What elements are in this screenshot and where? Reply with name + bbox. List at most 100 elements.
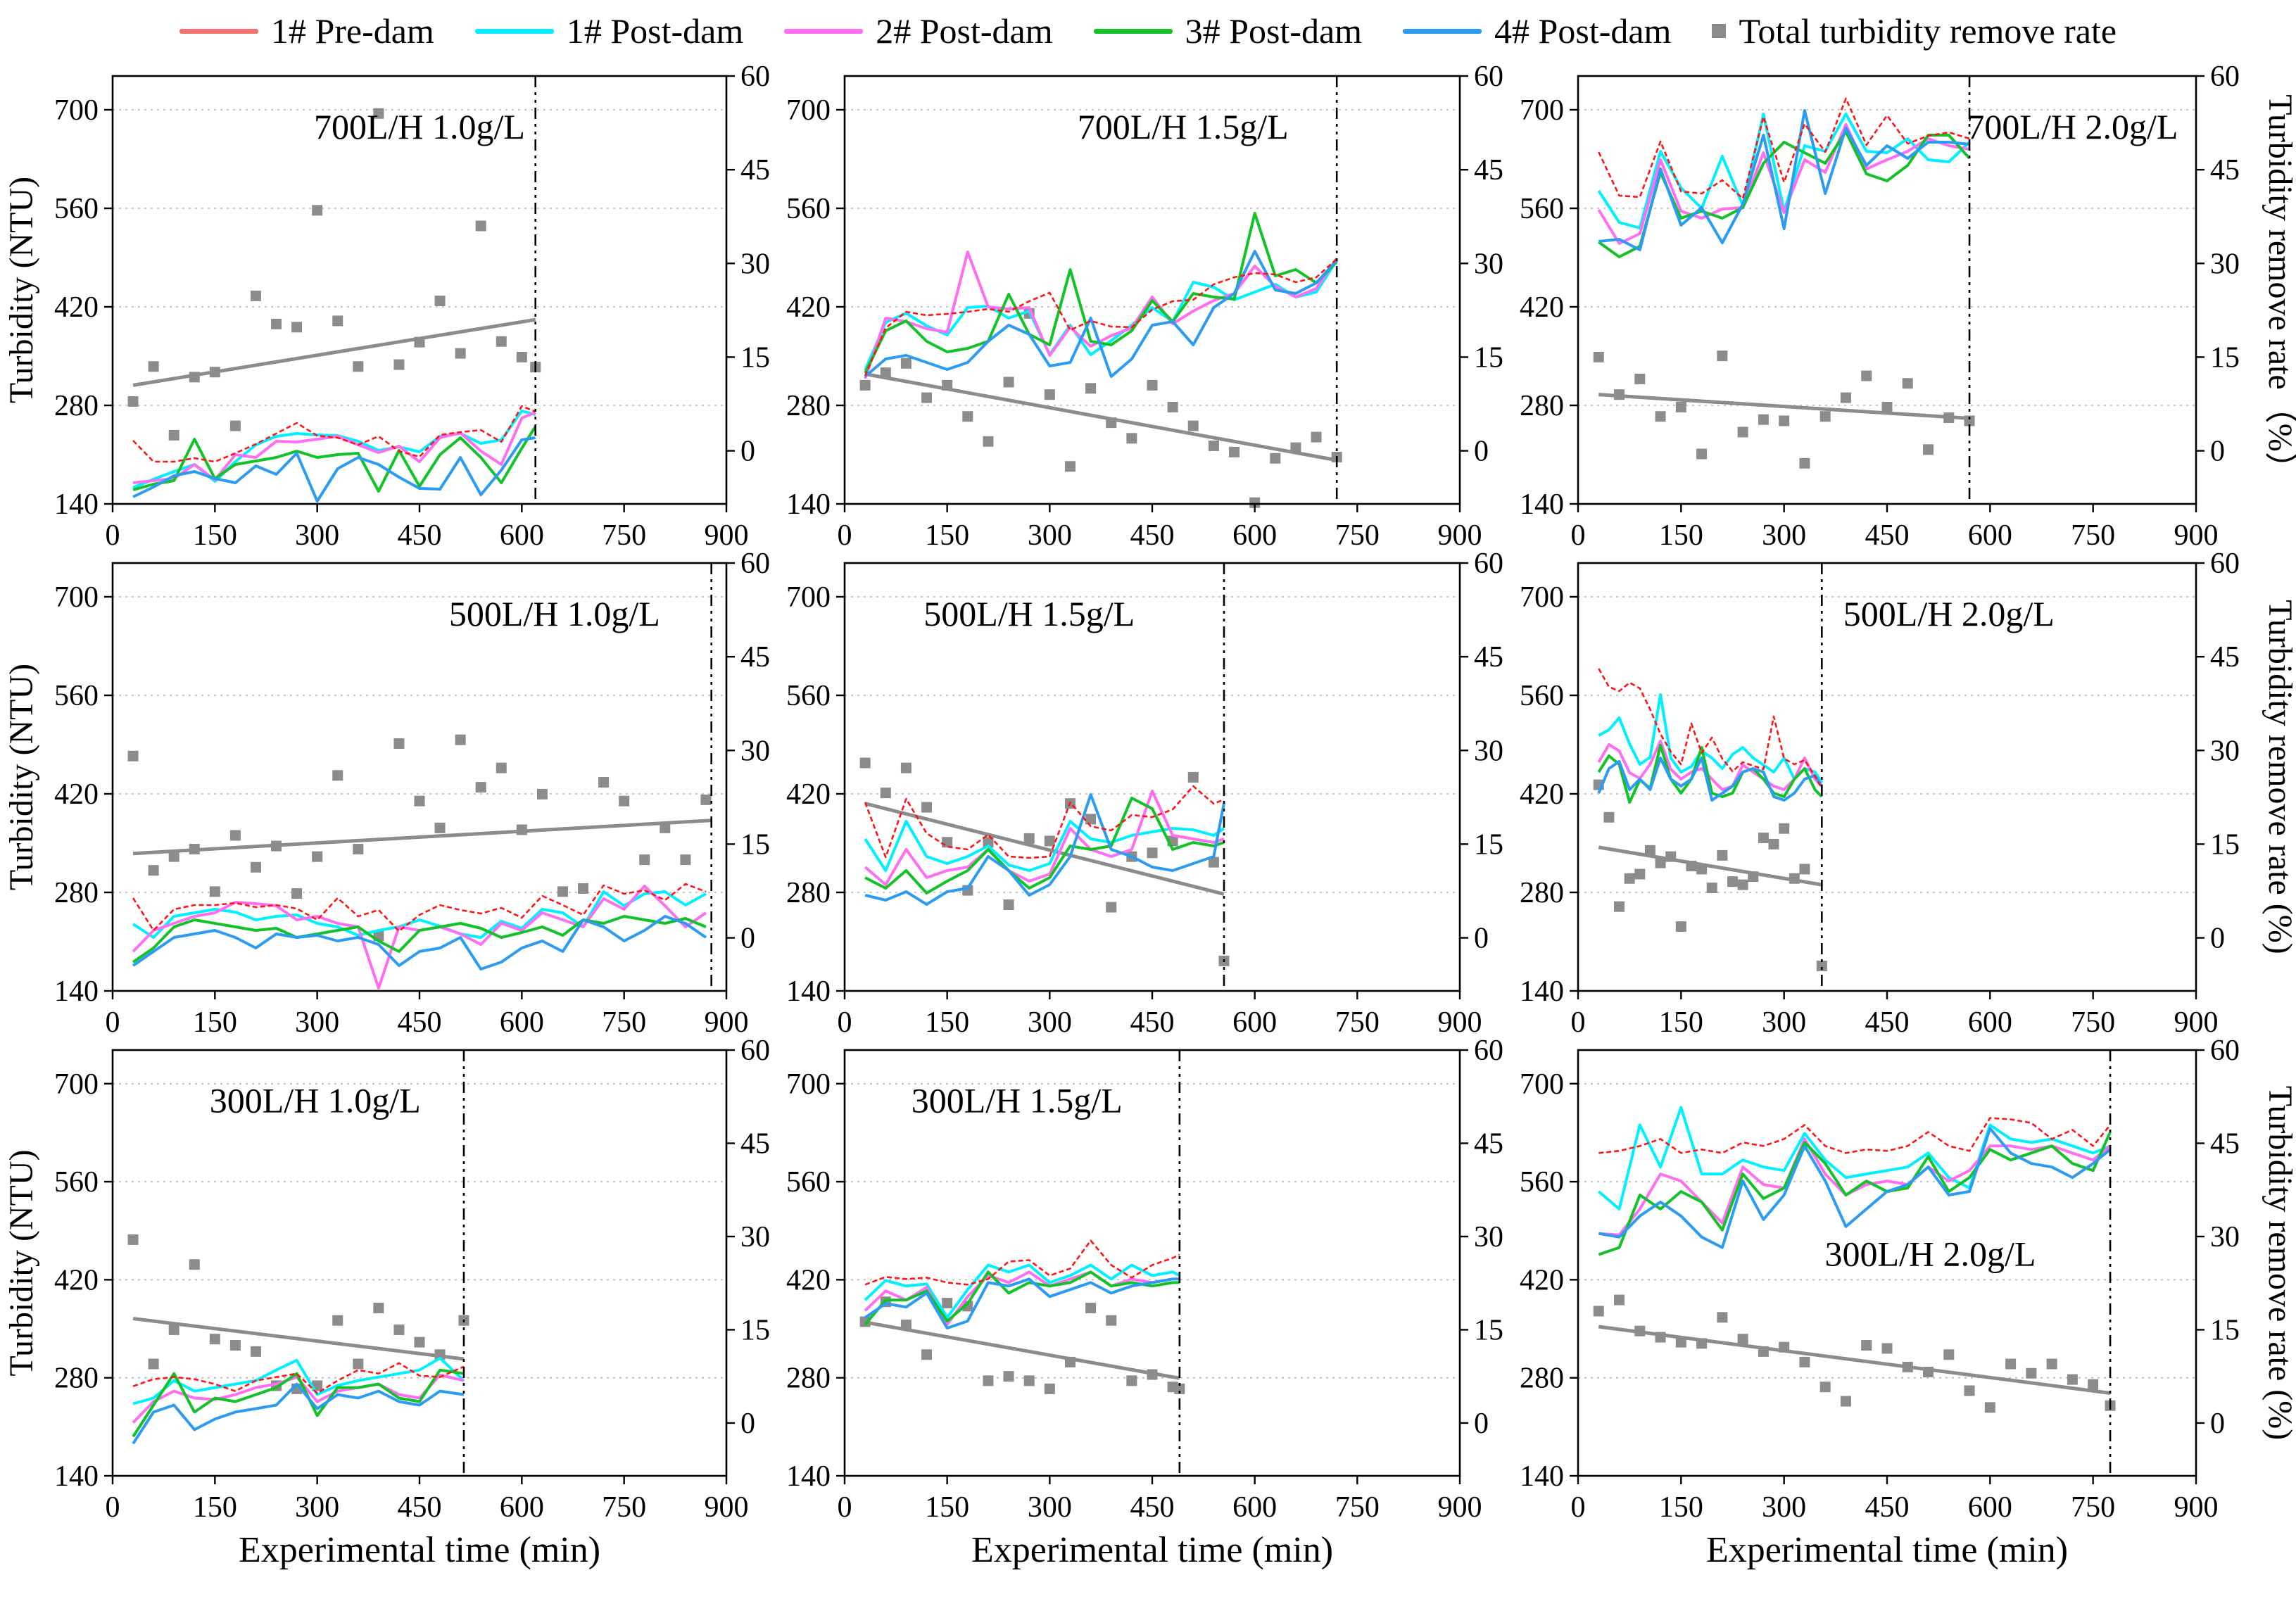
scatter-point xyxy=(516,351,527,362)
right-tick-label: 45 xyxy=(2210,1127,2240,1160)
scatter-point xyxy=(414,336,425,348)
x-tick-label: 300 xyxy=(295,1491,339,1524)
series-line-4-post-dam xyxy=(132,915,707,971)
series-line-1-pre-dam xyxy=(1598,1117,2112,1154)
left-tick-label: 140 xyxy=(54,975,99,1008)
x-tick-label: 600 xyxy=(500,1006,544,1036)
scatter-point xyxy=(332,770,343,781)
scatter-point xyxy=(127,1234,139,1245)
x-tick-label: 300 xyxy=(295,519,339,549)
subplot-500l-h-1.5g-l: 140 280 420 560 700 0 15 30 45 60 0 150 300 450 600 750… xyxy=(774,548,1508,1039)
scatter-point xyxy=(1696,448,1708,460)
scatter-point xyxy=(353,844,364,855)
scatter-point xyxy=(1023,833,1035,844)
scatter-point xyxy=(496,336,507,347)
scatter-point xyxy=(1675,1336,1686,1348)
x-tick-label: 750 xyxy=(602,1006,646,1036)
left-tick-label: 280 xyxy=(54,877,99,909)
x-tick-label: 450 xyxy=(398,1006,442,1036)
series-line-3-post-dam xyxy=(1597,744,1823,804)
scatter-point xyxy=(475,782,486,793)
scatter-point xyxy=(393,1324,405,1335)
x-tick-label: 750 xyxy=(2071,1491,2115,1524)
scatter-point xyxy=(2067,1374,2078,1385)
scatter-point xyxy=(1147,847,1158,859)
series-line-1-pre-dam xyxy=(132,405,536,463)
right-tick-label: 30 xyxy=(2210,248,2240,280)
scatter-point xyxy=(1861,370,1872,381)
left-tick-label: 420 xyxy=(1520,1264,1564,1296)
scatter-point xyxy=(1290,442,1301,453)
trend-line xyxy=(864,372,1337,462)
legend-item-label: 3# Post-dam xyxy=(1185,11,1363,51)
legend-line-marker-icon xyxy=(1093,28,1173,34)
left-tick-label: 420 xyxy=(54,778,99,811)
left-tick-label: 560 xyxy=(1520,680,1564,712)
x-tick-label: 900 xyxy=(705,519,749,549)
x-tick-label: 750 xyxy=(602,1491,646,1524)
series-line-3-post-dam xyxy=(132,915,707,963)
scatter-point xyxy=(1106,902,1117,913)
x-tick-label: 300 xyxy=(1028,519,1072,549)
scatter-point xyxy=(1779,1341,1790,1353)
legend-line-marker-icon xyxy=(179,28,258,34)
series-line-1-pre-dam xyxy=(864,258,1338,377)
left-tick-label: 700 xyxy=(54,1068,99,1101)
left-tick-label: 560 xyxy=(1520,1166,1564,1199)
right-tick-label: 60 xyxy=(1474,1036,1503,1067)
scatter-point xyxy=(455,348,466,359)
x-tick-label: 450 xyxy=(398,519,442,549)
right-tick-label: 45 xyxy=(740,1127,770,1160)
right-tick-label: 0 xyxy=(1474,436,1489,468)
scatter-point xyxy=(536,788,548,800)
left-tick-label: 420 xyxy=(54,291,99,324)
scatter-point xyxy=(1881,1343,1893,1354)
scatter-point xyxy=(1126,1375,1137,1386)
right-tick-label: 30 xyxy=(740,248,770,280)
x-axis-label: Experimental time (min) xyxy=(239,1530,600,1570)
x-tick-label: 450 xyxy=(1865,1491,1910,1524)
left-tick-label: 700 xyxy=(54,581,99,614)
right-tick-label: 15 xyxy=(1474,828,1503,861)
scatter-point xyxy=(496,762,507,773)
right-tick-label: 0 xyxy=(740,923,755,955)
scatter-point xyxy=(1717,350,1728,362)
trend-line xyxy=(864,1320,1180,1380)
trend-line xyxy=(1598,1325,2111,1396)
scatter-point xyxy=(1044,1383,1055,1394)
right-tick-label: 30 xyxy=(2210,1221,2240,1253)
scatter-point xyxy=(921,392,933,403)
scatter-point xyxy=(291,888,303,899)
legend-item-2-post-dam: 2# Post-dam xyxy=(784,11,1053,51)
x-tick-label: 900 xyxy=(705,1491,749,1524)
x-tick-label: 300 xyxy=(295,1006,339,1036)
legend-item-1-post-dam: 1# Post-dam xyxy=(474,11,743,51)
scatter-point xyxy=(1085,814,1097,825)
scatter-point xyxy=(1665,851,1677,862)
series-line-4-post-dam xyxy=(864,1277,1180,1329)
scatter-point xyxy=(2088,1379,2099,1390)
subplot-700l-h-1.0g-l: 140 280 420 560 700 0 15 30 45 60 0 150 300 450 600 750… xyxy=(0,61,774,552)
scatter-point xyxy=(127,396,139,407)
scatter-point xyxy=(942,837,953,848)
y-left-axis-label: Turbidity (NTU) xyxy=(3,177,40,403)
scatter-point xyxy=(209,1334,220,1345)
left-tick-label: 420 xyxy=(1520,778,1564,811)
left-tick-label: 700 xyxy=(1520,581,1564,614)
x-tick-label: 300 xyxy=(1028,1491,1072,1524)
x-tick-label: 900 xyxy=(1438,1491,1482,1524)
scatter-point xyxy=(619,795,630,807)
subplot-title: 300L/H 2.0g/L xyxy=(1824,1234,2036,1273)
left-tick-label: 420 xyxy=(1520,291,1564,324)
scatter-point xyxy=(1686,860,1697,871)
left-tick-label: 140 xyxy=(1520,488,1564,521)
series-line-2-post-dam xyxy=(132,1373,465,1424)
x-tick-label: 0 xyxy=(1571,1491,1586,1524)
series-line-2-post-dam xyxy=(864,251,1338,379)
scatter-point xyxy=(1624,873,1635,884)
left-tick-label: 560 xyxy=(786,1166,831,1199)
subplot-500l-h-1.0g-l: 140 280 420 560 700 0 15 30 45 60 0 150 300 450 600 750… xyxy=(0,548,774,1039)
series-line-2-post-dam xyxy=(1598,1137,2112,1237)
